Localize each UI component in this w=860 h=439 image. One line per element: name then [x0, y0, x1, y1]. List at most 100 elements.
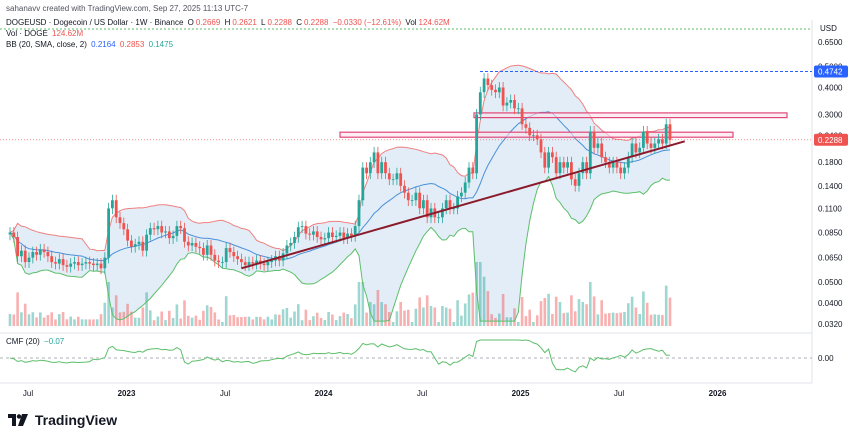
- volume-bar: [46, 315, 50, 326]
- candle-body: [497, 87, 501, 93]
- volume-bar: [384, 304, 387, 326]
- candle-body: [661, 139, 664, 144]
- candle-body: [475, 114, 478, 174]
- volume-bar: [365, 312, 368, 326]
- volume-bar: [528, 309, 531, 326]
- candle-body: [649, 143, 653, 148]
- bb-lower-line: [9, 175, 670, 322]
- volume-bar: [494, 317, 497, 326]
- candle-body: [27, 257, 31, 262]
- volume-bar: [376, 290, 380, 326]
- candle-body: [8, 232, 12, 235]
- candle-body: [156, 226, 160, 230]
- close-label: C: [296, 18, 302, 27]
- price-marker-high: 0.4742: [818, 68, 843, 77]
- volume-bar: [319, 318, 323, 326]
- price-tick-label: 0.0400: [818, 299, 843, 308]
- volume-bar: [281, 309, 285, 326]
- candle-body: [338, 232, 342, 236]
- volume-bar: [407, 309, 410, 326]
- candle-body: [190, 243, 194, 246]
- volume-bar: [217, 319, 220, 326]
- candle-body: [558, 162, 562, 174]
- volume-bar: [232, 315, 236, 326]
- candle-body: [221, 262, 224, 263]
- candle-body: [31, 252, 35, 258]
- volume-bar: [39, 312, 42, 326]
- candle-body: [20, 250, 23, 257]
- candle-body: [581, 162, 585, 174]
- candle-body: [524, 124, 528, 128]
- volume-bar: [240, 317, 243, 326]
- volume-bar: [278, 314, 281, 326]
- candle-body: [293, 237, 296, 243]
- candle-body: [384, 162, 387, 174]
- price-axis[interactable]: USD 0.65000.50000.40000.30000.24000.1800…: [814, 24, 848, 329]
- candle-body: [391, 179, 395, 181]
- candle-body: [240, 259, 243, 263]
- volume-bar: [422, 307, 425, 326]
- volume-bar: [243, 316, 247, 326]
- candle-body: [657, 139, 660, 144]
- ascending-trendline[interactable]: [241, 140, 685, 270]
- candle-body: [607, 162, 611, 168]
- resistance-zone[interactable]: [473, 112, 788, 119]
- volume-bar: [133, 317, 137, 326]
- candle-body: [130, 240, 133, 247]
- symbol-label[interactable]: DOGEUSD · Dogecoin / US Dollar · 1W · Bi…: [6, 18, 184, 27]
- volume-bar: [270, 319, 273, 326]
- volume-bar: [103, 302, 107, 326]
- volume-bar: [467, 294, 471, 326]
- volume-bar: [334, 320, 338, 326]
- candle-body: [289, 243, 293, 246]
- volume-bar: [513, 308, 516, 326]
- volume-bar: [95, 319, 99, 326]
- volume-bar: [433, 307, 437, 326]
- volume-bar: [642, 291, 645, 326]
- candle-body: [247, 262, 251, 266]
- time-tick-label: 2025: [512, 389, 530, 398]
- tradingview-logo[interactable]: TradingView: [8, 412, 117, 428]
- bb-label[interactable]: BB (20, SMA, close, 2): [6, 40, 87, 49]
- price-zones[interactable]: [0, 71, 812, 141]
- candle-body: [585, 162, 588, 174]
- candle-body: [353, 226, 357, 236]
- candle-body: [513, 100, 516, 109]
- candle-body: [395, 173, 399, 180]
- volume-row-label[interactable]: Vol · DOGE: [6, 29, 48, 38]
- candle-body: [84, 262, 88, 264]
- volume-bar: [346, 314, 349, 326]
- candle-body: [92, 263, 95, 266]
- volume-bar: [331, 314, 334, 326]
- time-axis[interactable]: Jul 2023 Jul 2024 Jul 2025 Jul 2026: [23, 389, 727, 398]
- volume-bar: [410, 322, 414, 326]
- volume-bar: [80, 319, 84, 326]
- candle-body: [478, 92, 482, 115]
- candle-body: [418, 192, 422, 209]
- candle-body: [179, 226, 183, 229]
- price-tick-label: 0.0650: [818, 254, 843, 263]
- bb-basis-value: 0.2164: [91, 40, 116, 49]
- candle-body: [319, 237, 323, 240]
- candle-body: [471, 167, 475, 174]
- volume-bar: [300, 320, 304, 326]
- tradingview-logo-text: TradingView: [34, 412, 118, 428]
- cmf-indicator: [0, 339, 812, 373]
- candle-body: [133, 244, 137, 247]
- volume-bar: [202, 310, 205, 326]
- bb-upper-value: 0.2853: [119, 40, 145, 49]
- candle-body: [122, 223, 126, 230]
- trendline[interactable]: [241, 140, 685, 270]
- cmf-line: [9, 339, 671, 373]
- volume-bar: [361, 282, 365, 326]
- candle-body: [505, 102, 509, 106]
- volume-bar: [205, 305, 209, 326]
- candle-body: [118, 217, 122, 224]
- volume-bar: [608, 313, 611, 326]
- candle-body: [312, 231, 315, 235]
- price-tick-label: 0.1100: [818, 204, 842, 213]
- cmf-label[interactable]: CMF (20): [6, 337, 40, 346]
- bb-row: BB (20, SMA, close, 2) 0.2164 0.2853 0.1…: [6, 40, 175, 50]
- candle-body: [551, 152, 554, 158]
